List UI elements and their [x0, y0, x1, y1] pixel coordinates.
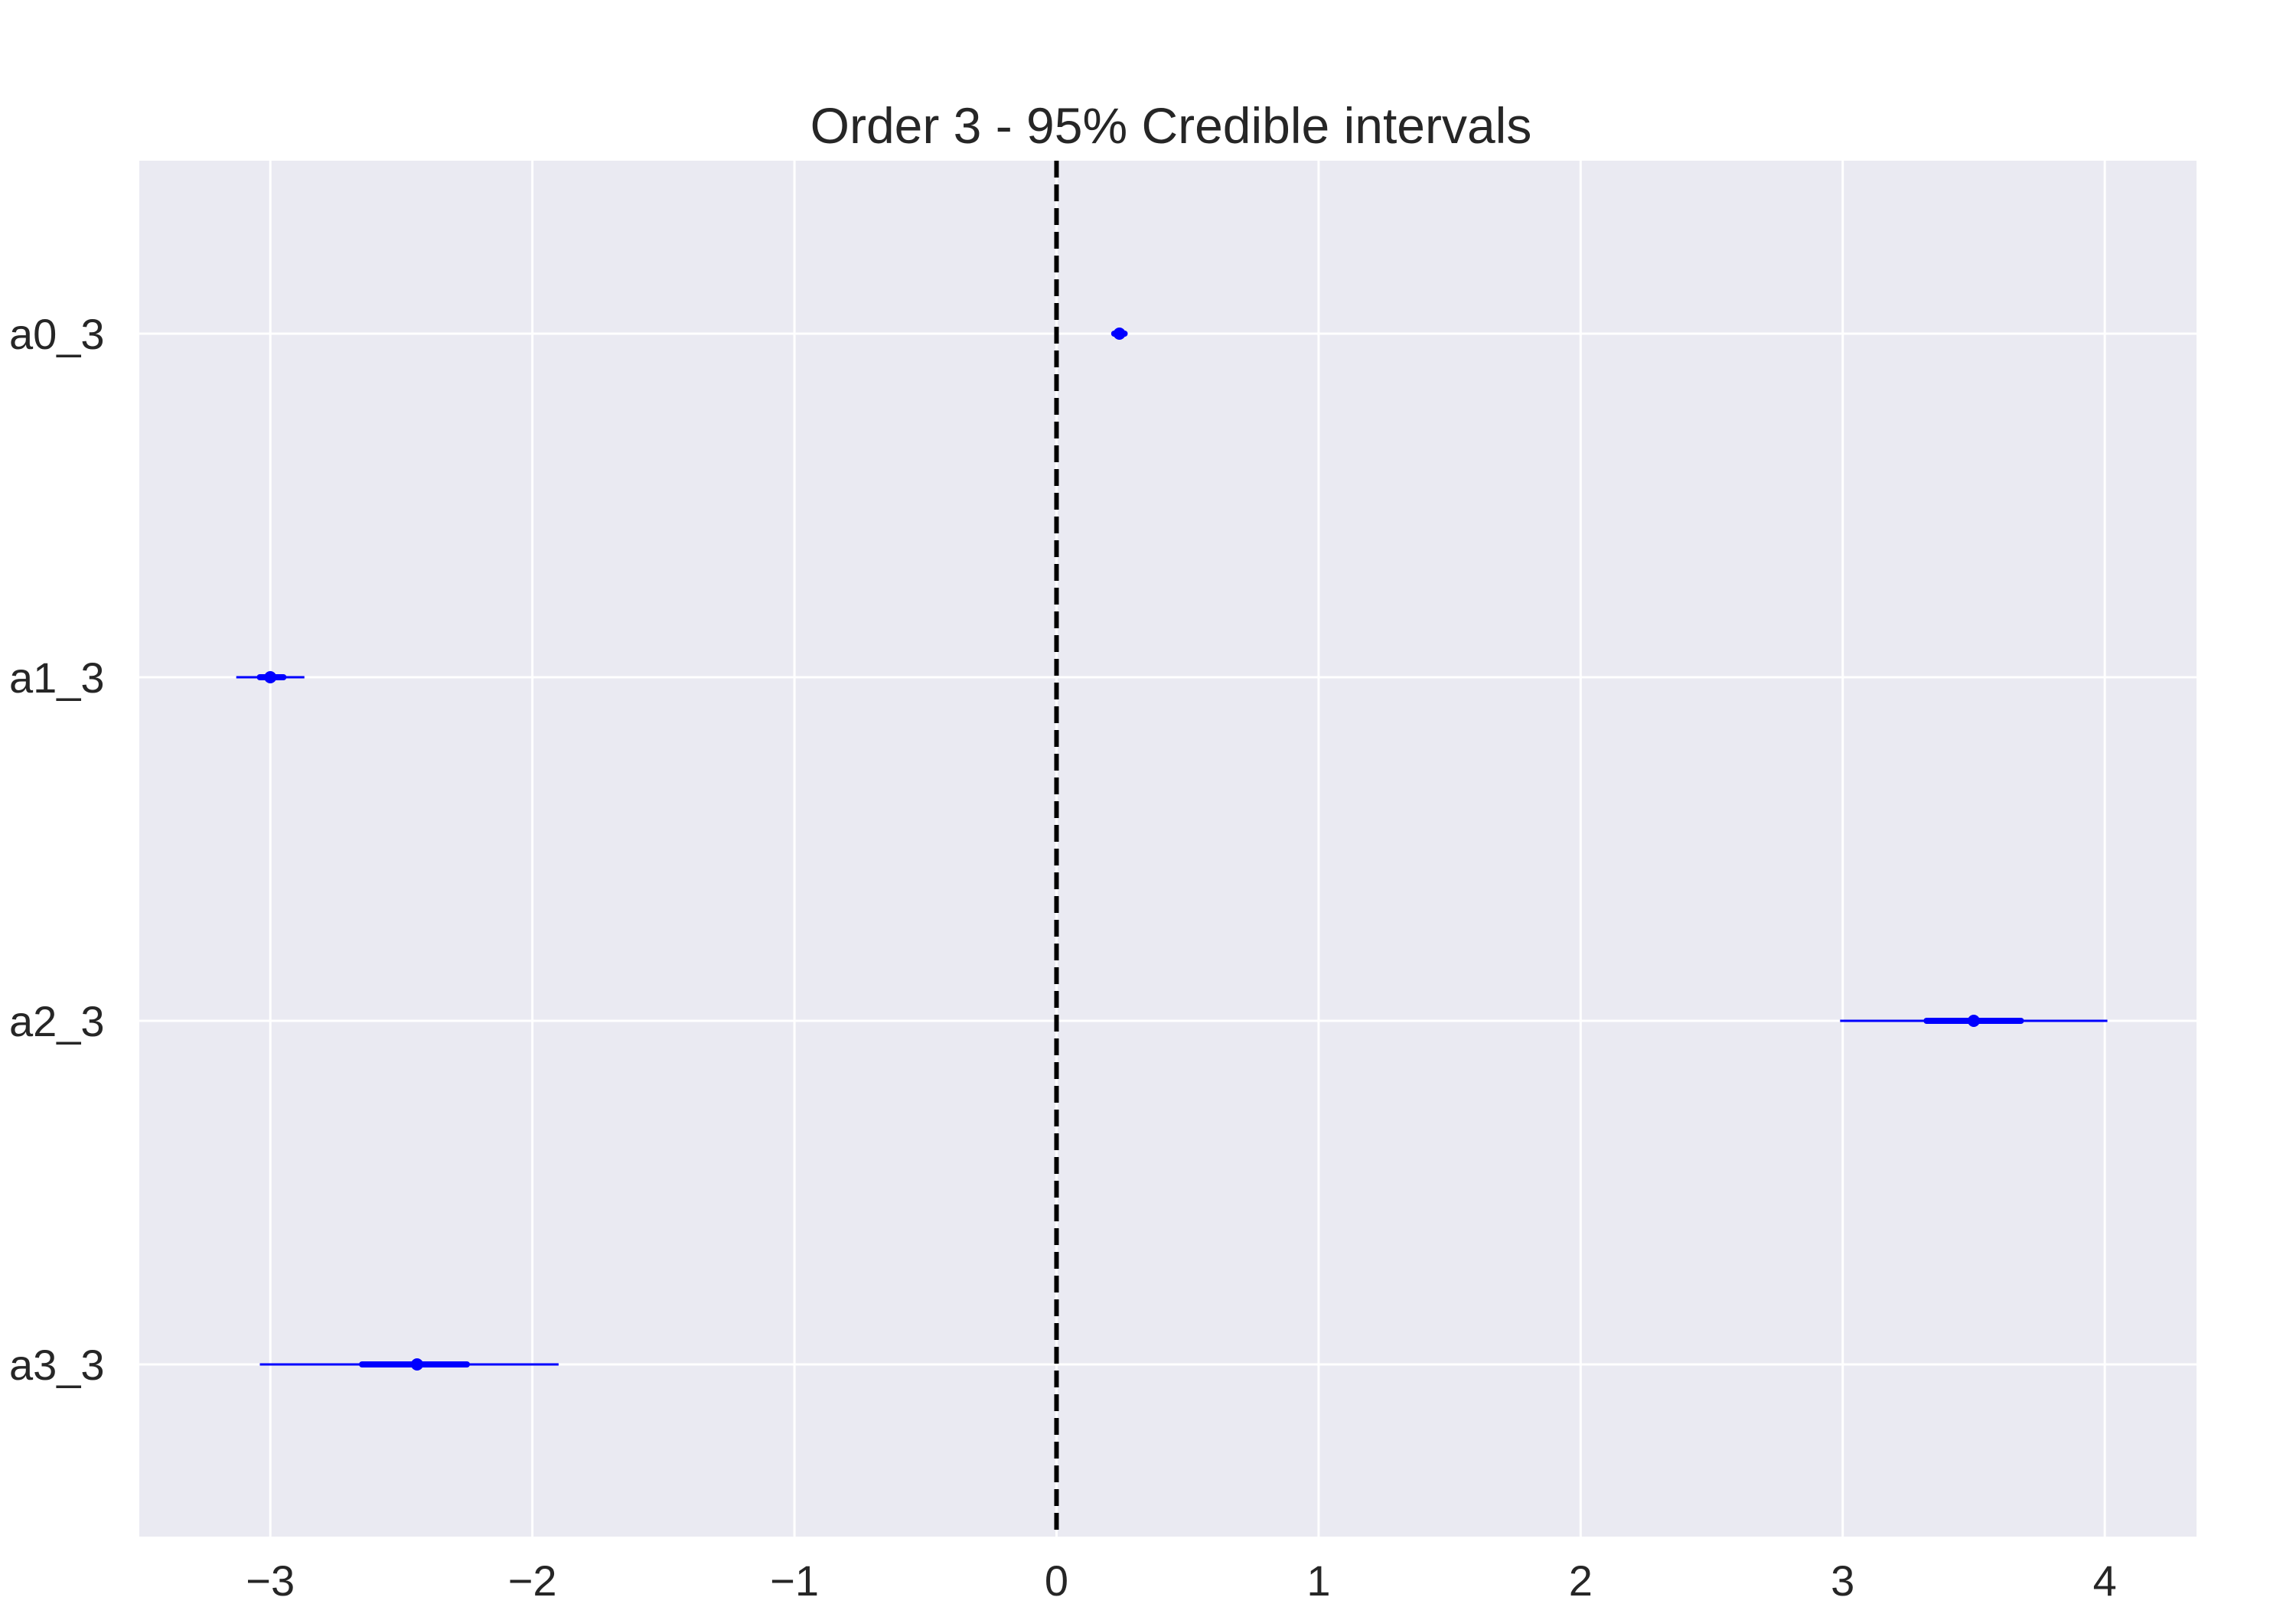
x-tick-label: 0	[1045, 1556, 1068, 1605]
y-tick-label: a1_3	[9, 654, 105, 702]
interval-a2_3	[1840, 1015, 2108, 1027]
x-tick-label: −3	[246, 1556, 295, 1605]
x-tick-label: −1	[770, 1556, 819, 1605]
x-tick-label: 1	[1306, 1556, 1330, 1605]
mean-point	[1967, 1015, 1980, 1027]
x-tick-label: 2	[1569, 1556, 1593, 1605]
intervals-group	[236, 328, 2108, 1371]
y-tick-label: a2_3	[9, 997, 105, 1045]
mean-point	[264, 671, 277, 683]
x-tick-label: 4	[2093, 1556, 2117, 1605]
x-tick-label: −2	[508, 1556, 557, 1605]
y-tick-label: a3_3	[9, 1341, 105, 1389]
y-tick-label: a0_3	[9, 310, 105, 358]
interval-a1_3	[236, 671, 305, 683]
plot-area	[139, 161, 2197, 1537]
interval-a3_3	[259, 1358, 559, 1371]
mean-point	[1113, 328, 1126, 340]
chart-title: Order 3 - 95% Credible intervals	[810, 97, 1532, 154]
x-tick-label: 3	[1831, 1556, 1854, 1605]
mean-point	[410, 1358, 423, 1371]
interval-a0_3	[1110, 328, 1128, 340]
tick-labels: −3 −2 −1 0 1 2 3 4 a0_3 a1_3 a2_3 a3_3	[9, 310, 2117, 1605]
